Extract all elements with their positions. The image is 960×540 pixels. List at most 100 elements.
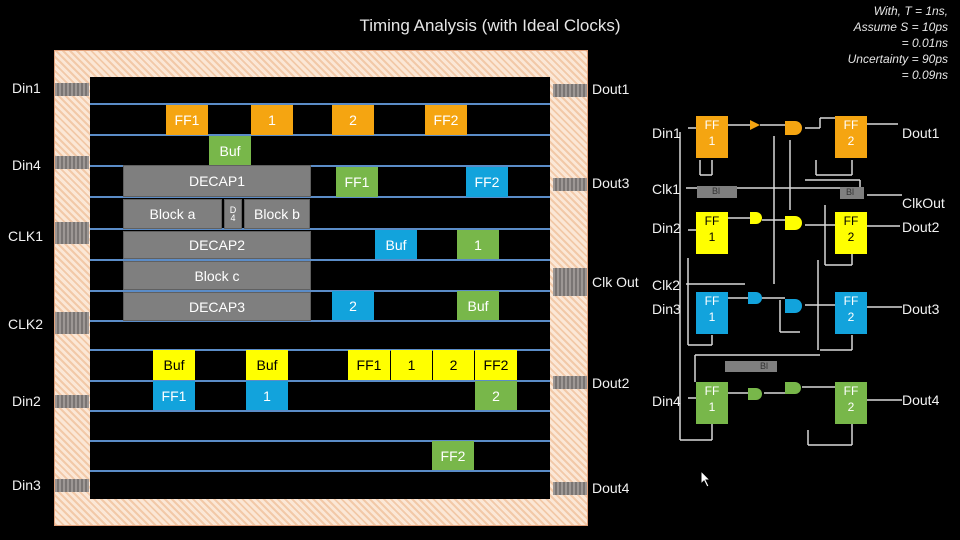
schem-in-clk2: Clk2 — [652, 277, 681, 293]
decap2-block: DECAP2 — [123, 231, 311, 259]
d4-label: D — [229, 205, 237, 215]
decap3-block: DECAP3 — [123, 292, 311, 321]
pad-label-din3: Din3 — [12, 477, 41, 493]
cell-2-green: 2 — [475, 381, 517, 410]
cell-buf-green: Buf — [209, 136, 251, 165]
schematic-wires — [679, 117, 902, 446]
timing-notes: With, T = 1ns, Assume S = 10ps = 0.01ns … — [848, 3, 948, 83]
ff-text: FF — [704, 384, 720, 398]
power-rail — [90, 165, 550, 167]
schem-ff-blue-1: FF 1 — [696, 292, 728, 334]
note-line: With, T = 1ns, — [873, 4, 948, 18]
mouse-cursor-icon — [700, 470, 712, 488]
cell-1-orange: 1 — [251, 105, 293, 135]
ff-num: 2 — [847, 230, 855, 244]
schem-ff-green-1: FF 1 — [696, 382, 728, 424]
pad-label-din4: Din4 — [12, 157, 41, 173]
ff-num: 2 — [847, 400, 855, 414]
power-rail — [90, 228, 550, 230]
io-pad — [55, 222, 89, 244]
power-rail — [90, 134, 550, 136]
ff-text: FF — [843, 214, 859, 228]
schem-out-clkout: ClkOut — [902, 195, 945, 211]
pad-label-dout4: Dout4 — [592, 480, 630, 496]
io-pad — [553, 482, 587, 495]
schem-in-din3: Din3 — [652, 301, 681, 317]
cell-2-yellow: 2 — [433, 350, 474, 380]
schem-out-dout4: Dout4 — [902, 392, 940, 408]
ff-num: 2 — [847, 310, 855, 324]
cell-1-yellow: 1 — [391, 350, 432, 380]
io-pad — [55, 479, 89, 492]
block-d4: D 4 — [224, 199, 242, 229]
pad-label-dout3: Dout3 — [592, 175, 630, 191]
cell-buf-yellow: Buf — [153, 350, 195, 380]
io-pad — [55, 156, 89, 169]
ff-text: FF — [704, 294, 720, 308]
pad-label-dout1: Dout1 — [592, 81, 630, 97]
ff-text: FF — [704, 118, 720, 132]
ff-text: FF — [843, 118, 859, 132]
pad-label-clk1: CLK1 — [8, 228, 44, 244]
cell-buf-green: Buf — [457, 291, 499, 320]
pad-label-din2: Din2 — [12, 393, 41, 409]
io-pad — [55, 312, 89, 334]
schem-ff-green-2: FF 2 — [835, 382, 867, 424]
note-line: Assume S = 10ps — [853, 20, 948, 34]
block-a: Block a — [123, 199, 222, 229]
ff-num: 2 — [847, 134, 855, 148]
power-rail — [90, 410, 550, 412]
schem-ff-blue-2: FF 2 — [835, 292, 867, 334]
ff-text: FF — [843, 384, 859, 398]
schem-in-din4: Din4 — [652, 393, 681, 409]
cell-2-orange: 2 — [332, 105, 374, 135]
schem-in-din2: Din2 — [652, 220, 681, 236]
cell-ff2-orange: FF2 — [425, 105, 467, 135]
cell-ff2-yellow: FF2 — [475, 350, 517, 380]
io-pad — [553, 376, 587, 389]
cell-1-green: 1 — [457, 230, 499, 259]
power-rail — [90, 320, 550, 322]
io-pad — [55, 395, 89, 408]
io-pad — [55, 83, 89, 96]
ff-num: 1 — [708, 134, 716, 148]
cell-buf-blue: Buf — [375, 230, 417, 259]
note-line: = 0.01ns — [901, 36, 948, 50]
cell-ff1-yellow: FF1 — [348, 350, 390, 380]
schem-block-label: Bl — [760, 361, 769, 371]
cell-ff1-orange: FF1 — [166, 105, 208, 135]
cell-buf-yellow: Buf — [246, 350, 288, 380]
schem-out-dout3: Dout3 — [902, 301, 940, 317]
ff-num: 1 — [708, 310, 716, 324]
schem-ff-yellow-1: FF 1 — [696, 212, 728, 254]
ff-num: 1 — [708, 230, 716, 244]
io-pad — [553, 268, 587, 296]
decap1-block: DECAP1 — [123, 165, 311, 197]
power-rail — [90, 470, 550, 472]
power-rail — [90, 103, 550, 105]
d4-label: 4 — [230, 213, 236, 223]
cell-1-blue: 1 — [246, 381, 288, 410]
schem-block-label: Bl — [712, 186, 721, 196]
cell-ff1-blue: FF1 — [153, 381, 195, 410]
schem-in-clk1: Clk1 — [652, 181, 681, 197]
cell-ff1-green: FF1 — [336, 167, 378, 197]
power-rail — [90, 440, 550, 442]
schem-in-din1: Din1 — [652, 125, 681, 141]
power-rail — [90, 196, 550, 198]
cell-2-blue: 2 — [332, 291, 374, 320]
power-rail — [90, 349, 550, 351]
ff-text: FF — [843, 294, 859, 308]
ff-text: FF — [704, 214, 720, 228]
schem-block-label: Bl — [846, 187, 855, 197]
pad-label-clk2: CLK2 — [8, 316, 44, 332]
block-c: Block c — [123, 261, 311, 290]
power-rail — [90, 380, 550, 382]
page-title: Timing Analysis (with Ideal Clocks) — [359, 16, 621, 35]
pad-label-din1: Din1 — [12, 80, 41, 96]
ff-num: 1 — [708, 400, 716, 414]
io-pad — [553, 84, 587, 97]
power-rail — [90, 259, 550, 261]
note-line: = 0.09ns — [901, 68, 948, 82]
schem-out-dout2: Dout2 — [902, 219, 940, 235]
